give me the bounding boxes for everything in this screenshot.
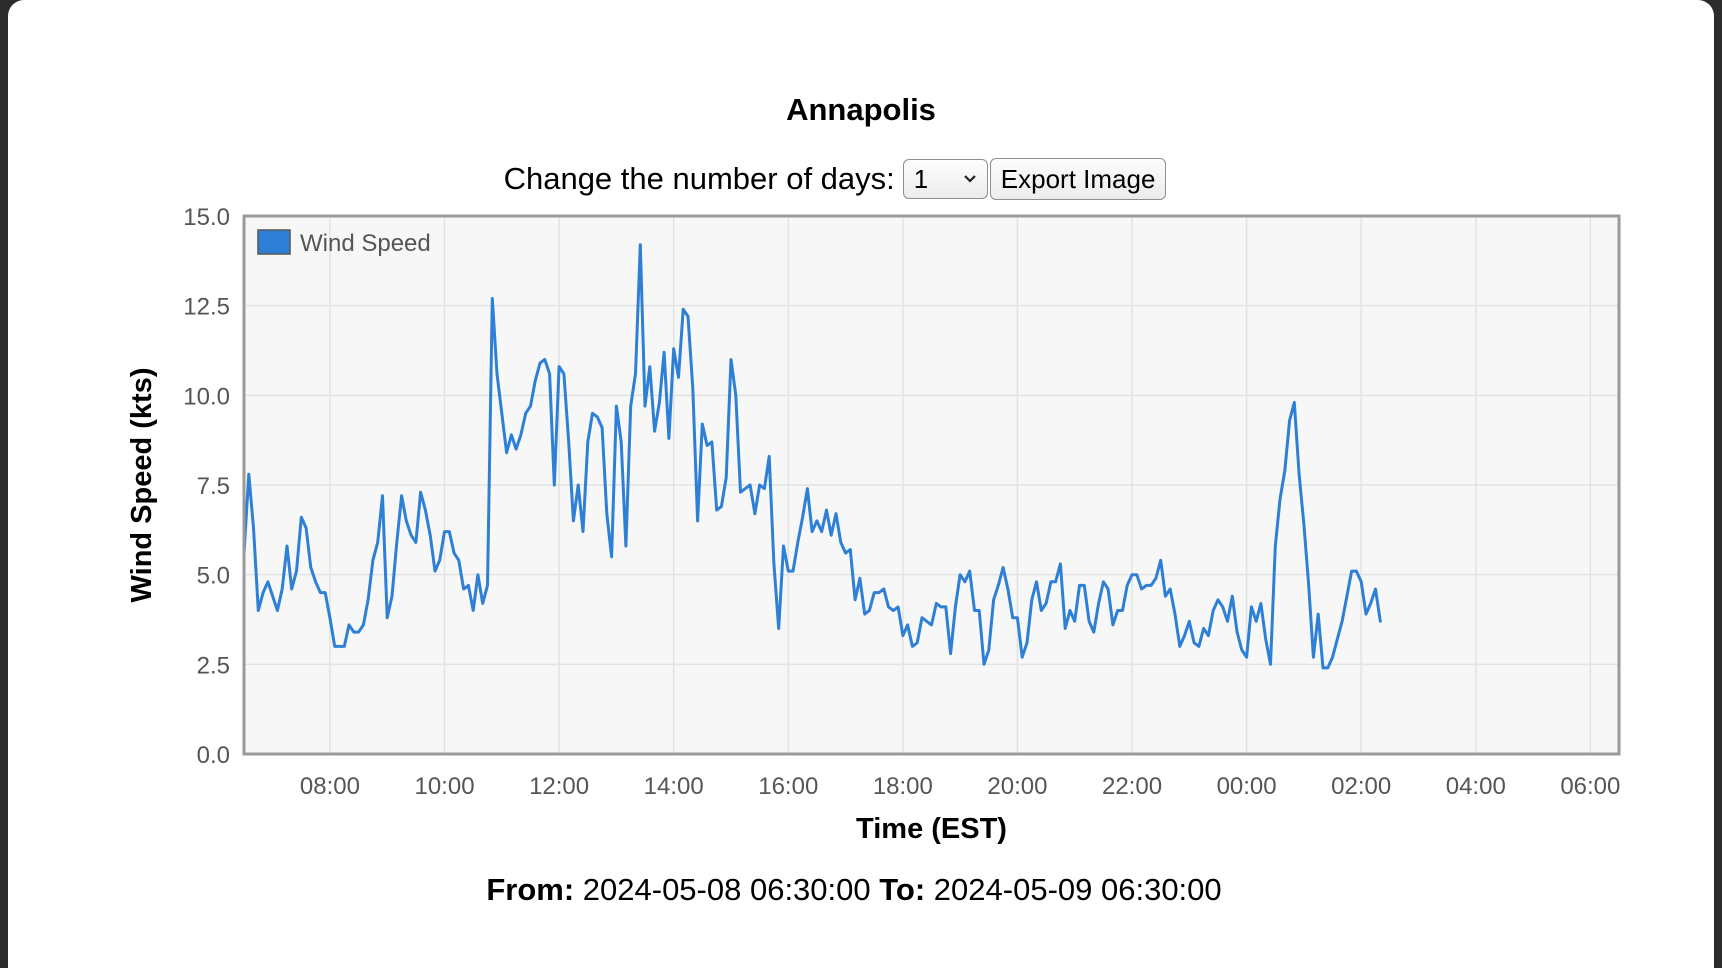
to-label: To: — [879, 872, 926, 907]
x-tick-label: 20:00 — [987, 773, 1047, 800]
y-tick-label: 2.5 — [197, 652, 230, 679]
plot-frame — [242, 214, 1621, 756]
legend: Wind Speed — [257, 229, 431, 257]
from-label: From: — [486, 872, 575, 907]
export-image-button[interactable]: Export Image — [989, 158, 1167, 200]
y-axis-label: Wind Speed (kts) — [126, 368, 158, 603]
y-tick-label: 12.5 — [183, 294, 230, 321]
x-tick-label: 14:00 — [644, 773, 704, 800]
series-line-wind-speed — [242, 243, 1382, 670]
chart-controls: Change the number of days: 1 Export Imag… — [8, 158, 1714, 200]
x-tick-label: 00:00 — [1217, 773, 1277, 800]
x-tick-label: 02:00 — [1331, 773, 1391, 800]
x-tick-label: 08:00 — [300, 773, 360, 800]
days-select[interactable]: 1 — [902, 159, 988, 199]
x-tick-label: 04:00 — [1446, 773, 1506, 800]
chart-modal: Annapolis Change the number of days: 1 E… — [8, 0, 1714, 968]
page-title: Annapolis — [786, 92, 936, 127]
y-tick-label: 5.0 — [197, 563, 230, 590]
y-tick-label: 7.5 — [197, 473, 230, 500]
legend-label-wind-speed: Wind Speed — [300, 230, 431, 257]
y-tick-label: 10.0 — [183, 383, 230, 410]
x-axis-label: Time (EST) — [856, 813, 1007, 845]
x-tick-label: 12:00 — [529, 773, 589, 800]
x-axis-ticks: 08:00 10:00 12:00 14:00 16:00 18:00 20:00 22:00… — [300, 773, 1620, 800]
y-tick-label: 15.0 — [183, 204, 230, 231]
days-label: Change the number of days: — [503, 161, 895, 196]
x-tick-label: 22:00 — [1102, 773, 1162, 800]
x-tick-label: 18:00 — [873, 773, 933, 800]
x-tick-label: 10:00 — [414, 773, 474, 800]
legend-swatch-wind-speed — [257, 229, 291, 255]
x-tick-label: 16:00 — [758, 773, 818, 800]
chevron-down-icon — [964, 175, 976, 183]
x-tick-label: 06:00 — [1560, 773, 1620, 800]
to-value: 2024-05-09 06:30:00 — [933, 872, 1222, 907]
wind-speed-chart: 0.0 2.5 5.0 7.5 10.0 12.5 15.0 08:00 10:00 12:00… — [126, 204, 1621, 845]
date-range: From: 2024-05-08 06:30:00 To: 2024-05-09… — [8, 872, 1714, 908]
y-tick-label: 0.0 — [197, 742, 230, 769]
y-axis-ticks: 0.0 2.5 5.0 7.5 10.0 12.5 15.0 — [183, 204, 230, 769]
from-value: 2024-05-08 06:30:00 — [582, 872, 871, 907]
days-select-value: 1 — [913, 163, 929, 194]
